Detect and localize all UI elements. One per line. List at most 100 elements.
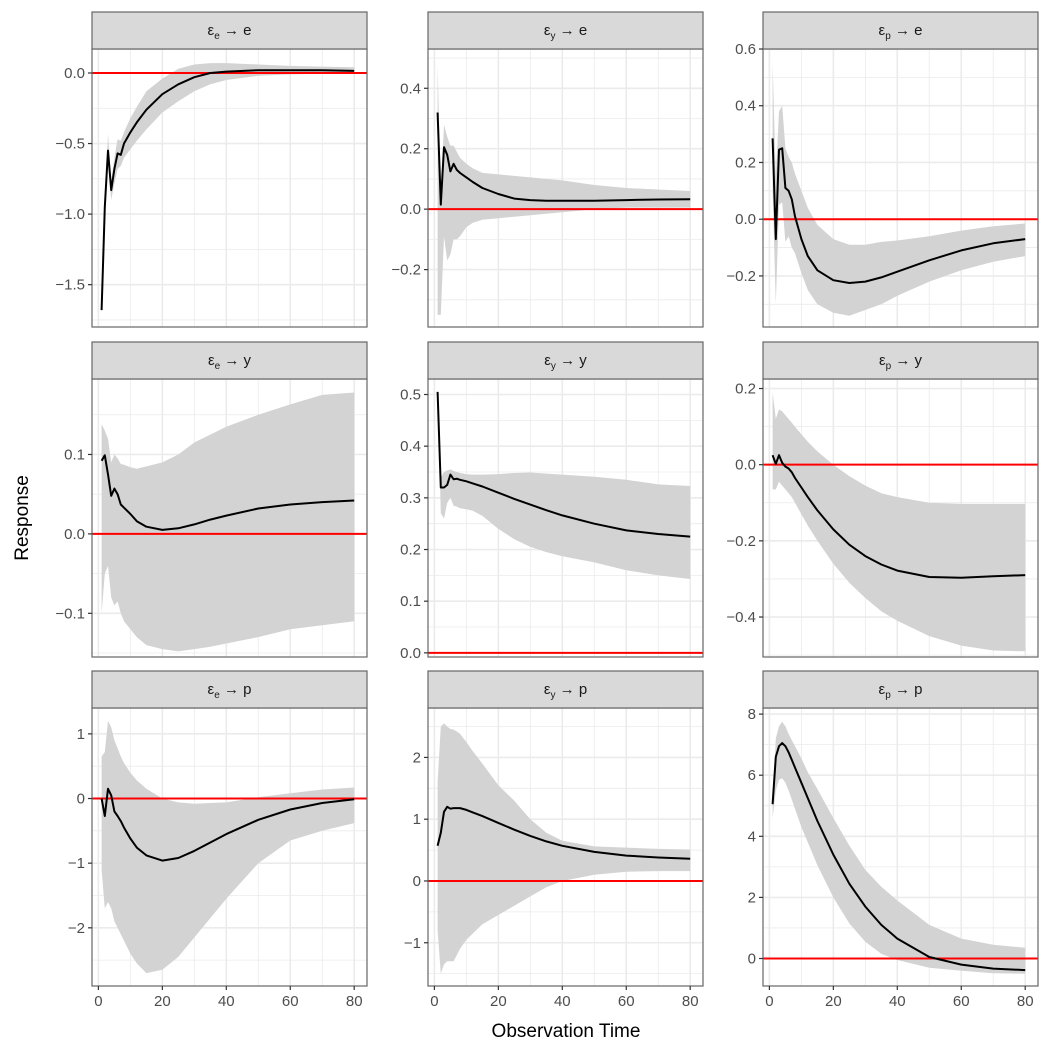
y-tick-label: 0.4: [400, 80, 421, 97]
facet-strip: [91, 670, 368, 709]
facet-strip: [762, 11, 1039, 50]
strip-epsilon: ε: [879, 681, 886, 698]
strip-subscript: p: [886, 361, 892, 372]
y-tick-label: −1.0: [55, 206, 85, 223]
x-tick-label: 0: [765, 993, 773, 1010]
confidence-band: [437, 723, 691, 974]
impulse-response-line: [100, 454, 355, 531]
y-tick-label: 0.0: [400, 645, 421, 662]
y-tick-label: 2: [748, 889, 756, 906]
facet-strip: [91, 11, 368, 50]
strip-target: → y: [220, 352, 251, 369]
facet-strip-label: εe → p: [208, 681, 252, 701]
y-tick-label: 0.6: [735, 41, 756, 58]
panel-e-to-p: εe → p 1 0 −1 −2 0 20 40 60 80: [68, 670, 368, 1010]
facet-strip-label: εy → y: [544, 352, 587, 372]
y-tick-label: −0.2: [391, 262, 421, 279]
strip-target: → p: [220, 681, 252, 698]
y-tick-label: 0.2: [735, 381, 756, 398]
y-tick-label: −2: [68, 920, 85, 937]
confidence-band: [772, 63, 1026, 316]
facet-strip: [427, 341, 704, 380]
y-tick-label: 0.1: [64, 446, 85, 463]
y-tick-label: 6: [748, 767, 756, 784]
strip-epsilon: ε: [544, 681, 551, 698]
y-tick-label: −1: [68, 855, 85, 872]
y-tick-label: −0.2: [726, 268, 756, 285]
confidence-band: [101, 720, 355, 974]
y-tick-label: 0.1: [400, 593, 421, 610]
impulse-response-line: [436, 391, 691, 538]
strip-subscript: y: [551, 31, 556, 42]
y-tick-label: 0.0: [64, 526, 85, 543]
panel-p-to-y: εp → y 0.2 0.0 −0.2 −0.4: [726, 341, 1039, 658]
y-tick-label: 8: [748, 706, 756, 723]
x-tick-label: 40: [554, 993, 571, 1010]
y-tick-label: 0.5: [400, 387, 421, 404]
strip-subscript: p: [885, 690, 891, 701]
impulse-response-line: [100, 787, 355, 862]
y-axis-title: Response: [12, 475, 33, 561]
strip-epsilon: ε: [544, 352, 551, 369]
impulse-response-line: [436, 112, 691, 206]
y-tick-label: 2: [413, 749, 421, 766]
strip-subscript: e: [214, 690, 220, 701]
strip-target: → p: [556, 681, 588, 698]
strip-epsilon: ε: [208, 22, 215, 39]
impulse-response-line: [100, 69, 355, 311]
facet-strip: [762, 341, 1039, 380]
impulse-response-line: [771, 138, 1026, 284]
y-tick-label: 0.4: [735, 98, 756, 115]
y-tick-label: 0.0: [735, 457, 756, 474]
panel-e-to-y: εe → y 0.1 0.0 −0.1: [55, 341, 368, 658]
strip-target: → e: [220, 22, 252, 39]
panel-y-to-e: εy → e 0.4 0.2 0.0 −0.2: [391, 11, 704, 328]
y-tick-label: −0.4: [726, 609, 756, 626]
x-tick-label: 40: [218, 993, 235, 1010]
y-tick-label: 1: [413, 811, 421, 828]
facet-strip-label: εe → e: [208, 22, 252, 42]
x-tick-label: 80: [682, 993, 699, 1010]
x-tick-label: 80: [346, 993, 363, 1010]
strip-subscript: y: [551, 361, 556, 372]
y-tick-label: 0.0: [400, 201, 421, 218]
x-tick-label: 20: [825, 993, 842, 1010]
y-tick-label: 0: [413, 873, 421, 890]
confidence-band: [772, 392, 1026, 652]
y-tick-label: 0.0: [735, 211, 756, 228]
y-tick-label: 0.2: [735, 154, 756, 171]
strip-epsilon: ε: [879, 352, 886, 369]
facet-strip-label: εy → e: [544, 22, 587, 42]
x-tick-label: 0: [94, 993, 102, 1010]
x-tick-label: 0: [430, 993, 438, 1010]
facet-strip-label: εe → y: [208, 352, 252, 372]
strip-subscript: p: [885, 31, 891, 42]
y-tick-label: 1: [77, 726, 85, 743]
strip-epsilon: ε: [208, 681, 215, 698]
y-tick-label: 0.3: [400, 490, 421, 507]
confidence-band: [101, 392, 355, 652]
x-tick-label: 20: [154, 993, 171, 1010]
y-tick-label: −1.5: [55, 277, 85, 294]
strip-epsilon: ε: [208, 352, 215, 369]
strip-target: → e: [556, 22, 588, 39]
y-tick-label: 0.2: [400, 542, 421, 559]
impulse-response-line: [771, 454, 1026, 579]
strip-subscript: e: [215, 361, 221, 372]
strip-epsilon: ε: [544, 22, 551, 39]
facet-strip: [91, 341, 368, 380]
panel-e-to-e: εe → e 0.0 −0.5 −1.0 −1.5: [55, 11, 368, 328]
x-tick-label: 40: [889, 993, 906, 1010]
y-tick-label: 0.4: [400, 438, 421, 455]
confidence-band: [772, 721, 1026, 974]
strip-target: → y: [891, 352, 922, 369]
x-tick-label: 60: [953, 993, 970, 1010]
confidence-band: [437, 391, 691, 579]
confidence-band: [437, 64, 691, 315]
strip-target: → e: [891, 22, 923, 39]
x-tick-label: 60: [282, 993, 299, 1010]
y-tick-label: −1: [404, 935, 421, 952]
y-tick-label: 0: [748, 951, 756, 968]
facet-strip: [427, 670, 704, 709]
